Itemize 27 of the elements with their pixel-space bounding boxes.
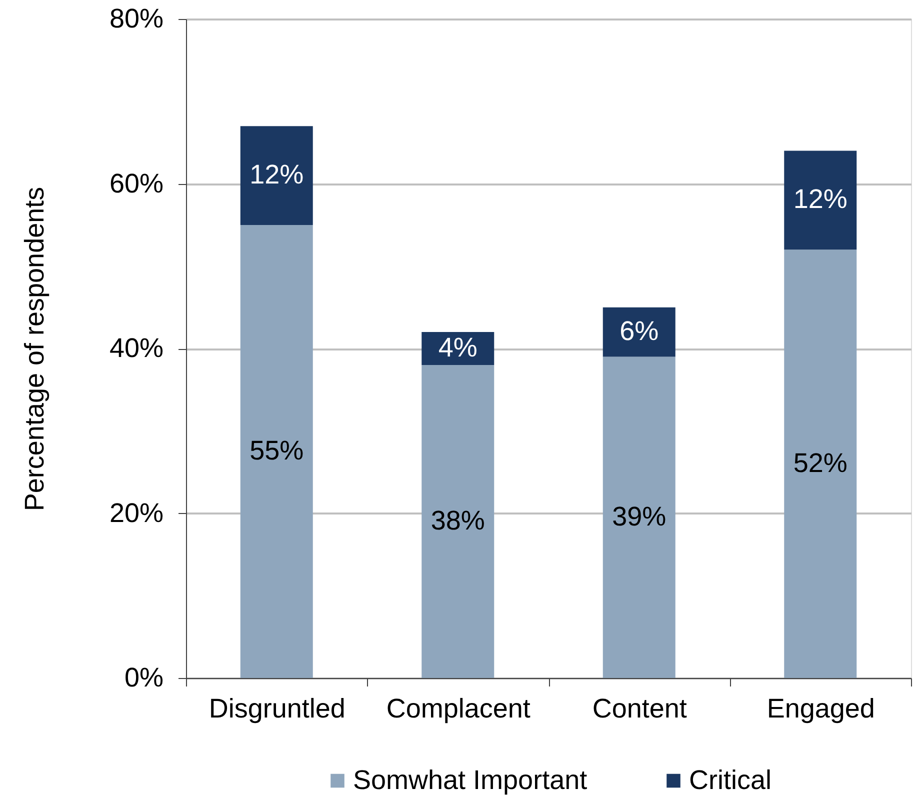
bar: [422, 364, 494, 678]
y-tick-label: 60%: [109, 168, 164, 198]
bar: [784, 250, 857, 678]
data-label: 38%: [430, 505, 485, 536]
y-tick-label: 40%: [109, 333, 164, 363]
y-axis-title: Percentage of respondents: [19, 186, 50, 512]
data-label: 12%: [793, 184, 848, 214]
bar: [784, 150, 857, 250]
y-tick-label: 20%: [109, 498, 164, 528]
data-label: 6%: [620, 316, 659, 346]
data-label: 39%: [612, 501, 666, 532]
data-label: 4%: [438, 332, 478, 362]
y-tick-label: 80%: [109, 4, 164, 34]
legend-label: Somwhat Important: [353, 764, 588, 795]
data-label: 55%: [250, 435, 304, 466]
bar: [240, 224, 313, 678]
data-label: 12%: [250, 160, 304, 190]
x-tick-label: Complacent: [386, 694, 531, 724]
x-tick-label: Content: [592, 694, 688, 724]
bar: [602, 307, 676, 357]
bar: [240, 126, 313, 225]
x-tick-label: Engaged: [766, 694, 875, 724]
data-label: 52%: [793, 448, 848, 478]
x-tick-label: Disgruntled: [208, 694, 346, 724]
bar: [602, 356, 676, 678]
legend-label: Critical: [689, 764, 772, 795]
y-tick-label: 0%: [124, 662, 164, 692]
